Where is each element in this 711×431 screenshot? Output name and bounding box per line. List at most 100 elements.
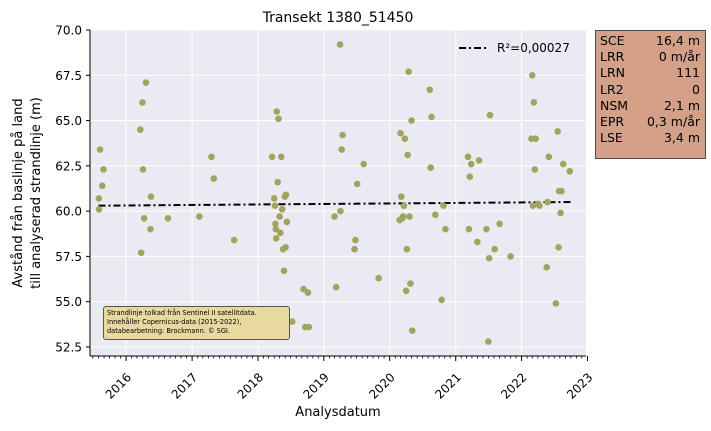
data-point (305, 323, 313, 331)
data-point (272, 220, 279, 228)
data-point (98, 182, 106, 190)
data-point (491, 245, 499, 253)
stat-value: 3,4 m (663, 130, 700, 146)
data-point (427, 164, 434, 171)
credit-line: Innehåller Copernicus-data (2015-2022), (107, 318, 242, 327)
data-point (375, 274, 382, 282)
data-point (555, 244, 562, 251)
stat-row-nsm: NSM 2,1 m (600, 98, 701, 114)
data-point (304, 289, 312, 296)
data-point (164, 215, 172, 222)
data-point (485, 338, 492, 345)
stat-value: 111 (676, 65, 700, 81)
y-tick-label: 60.0 (55, 205, 82, 219)
data-point (507, 253, 514, 260)
data-point (277, 153, 285, 161)
data-point (336, 41, 344, 48)
data-point (139, 99, 146, 106)
data-point (274, 178, 281, 186)
data-point (399, 213, 407, 220)
data-point (554, 128, 561, 135)
data-point (530, 99, 538, 106)
data-point (278, 206, 286, 213)
data-point (196, 213, 203, 220)
stat-row-lrn: LRN 111 (600, 65, 701, 81)
x-tick-label: 2017 (169, 370, 200, 401)
data-point (273, 108, 281, 115)
data-point (408, 117, 415, 124)
data-point (353, 180, 361, 188)
data-point (208, 153, 215, 161)
x-tick-label: 2023 (564, 370, 595, 401)
trend-line (98, 201, 571, 207)
stat-value: 0,3 m/år (646, 114, 700, 130)
y-tick-label: 55.0 (55, 295, 82, 309)
data-point (230, 236, 238, 244)
stat-row-lrr: LRR 0 m/år (600, 49, 701, 65)
stat-row-lse: LSE 3,4 m (600, 130, 701, 146)
data-point (271, 202, 279, 209)
stat-row-lr2: LR2 0 (600, 82, 701, 98)
data-point (275, 115, 282, 123)
data-point (139, 166, 147, 173)
data-point (339, 131, 346, 139)
data-point (282, 244, 289, 251)
data-point (272, 234, 280, 242)
x-tick-label: 2019 (300, 370, 331, 401)
stat-key: SCE (600, 33, 625, 48)
stat-key: NSM (600, 97, 629, 113)
data-point (147, 225, 154, 233)
x-tick-label: 2016 (103, 370, 134, 401)
data-point (528, 71, 536, 79)
stat-key: LR2 (600, 81, 624, 97)
data-point (402, 287, 410, 295)
data-points (95, 41, 574, 345)
stat-key: EPR (600, 114, 625, 130)
data-point (280, 267, 288, 275)
credit-line: Strandlinje tolkad från Sentinel II sate… (107, 309, 257, 317)
legend: R²=0,00027 (459, 41, 570, 55)
data-point (475, 157, 483, 164)
data-point (142, 79, 150, 86)
stat-key: LRR (600, 49, 625, 65)
data-point (557, 209, 564, 217)
data-point (544, 198, 551, 206)
y-axis-label-line-2: till analyserad strandlinje (m) (29, 97, 44, 289)
data-point (531, 166, 539, 173)
x-tick-label: 2018 (235, 370, 266, 401)
data-point (400, 202, 408, 209)
data-point (270, 195, 278, 202)
credit-box: Strandlinje tolkad från Sentinel II sate… (103, 306, 290, 340)
data-point (332, 283, 340, 291)
data-point (440, 202, 447, 209)
data-point (464, 153, 472, 161)
data-point (351, 245, 358, 253)
data-point (300, 285, 307, 293)
grid (90, 29, 588, 356)
data-point (210, 175, 218, 182)
data-point (485, 254, 493, 262)
data-point (277, 229, 284, 237)
y-tick-label: 57.5 (55, 250, 82, 264)
data-point (137, 126, 144, 133)
stat-value: 16,4 m (656, 33, 700, 48)
data-point (442, 225, 449, 233)
x-tick-label: 2022 (498, 370, 529, 401)
y-axis-label-line-1: Avstånd från baslinje på land (11, 98, 26, 287)
data-point (276, 213, 283, 220)
data-point (428, 113, 435, 121)
data-point (466, 173, 474, 180)
data-point (268, 153, 276, 161)
legend-trend-label: R²=0,00027 (497, 41, 570, 55)
chart-title: Transekt 1380_51450 (262, 10, 414, 26)
data-point (536, 202, 543, 209)
data-point (474, 238, 481, 246)
data-point (486, 111, 494, 119)
y-tick-label: 70.0 (55, 24, 82, 38)
data-point (566, 167, 574, 175)
stat-key: LSE (600, 130, 623, 146)
data-point (483, 225, 490, 233)
data-point (545, 153, 553, 161)
data-point (272, 225, 280, 233)
